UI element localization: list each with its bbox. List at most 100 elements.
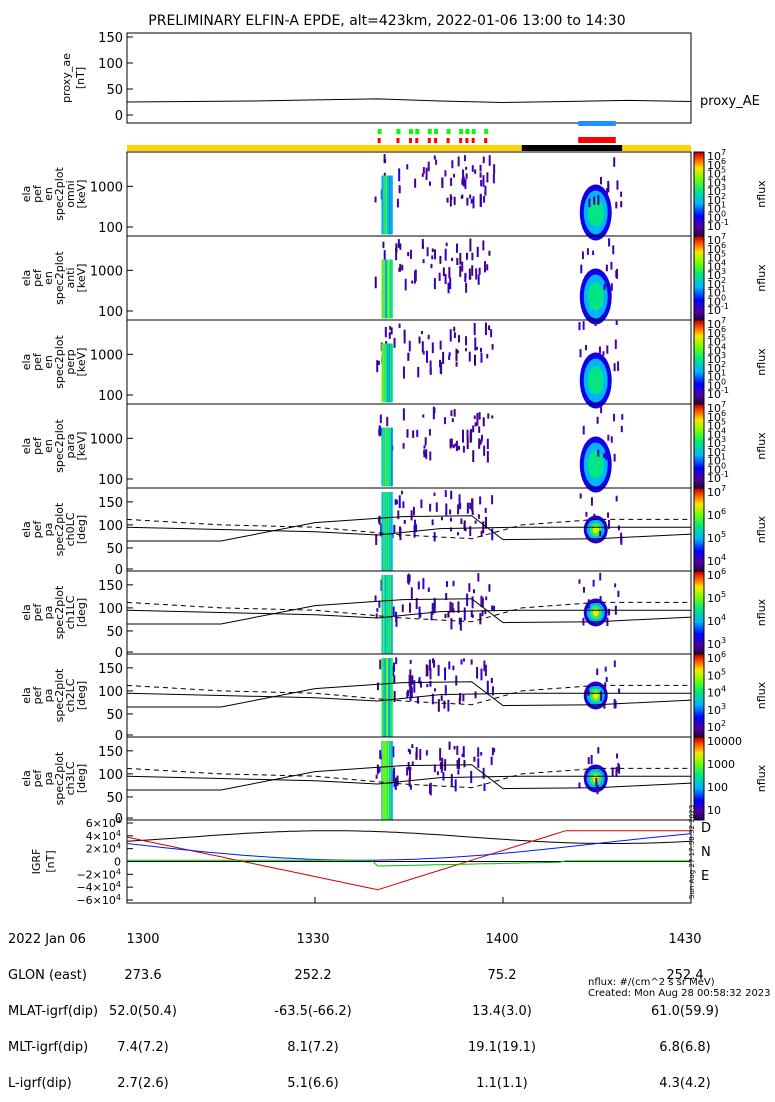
flux-speck [395, 657, 398, 665]
ylabel-line: pa [42, 606, 55, 620]
ylabel-line: proxy_ae [60, 53, 73, 103]
flux-speck [593, 196, 596, 205]
colorbar-cell [694, 292, 704, 296]
flux-speck [457, 757, 460, 770]
flux-speck [485, 596, 488, 601]
flux-speck [433, 688, 436, 692]
colorbar-cell [694, 701, 704, 705]
flux-speck [457, 601, 460, 613]
ytick-label: 4×104 [86, 829, 121, 843]
colorbar-cell [694, 512, 704, 516]
colorbar-cell [694, 753, 704, 757]
ylabel-line: [keV] [75, 264, 88, 293]
flux-speck [413, 680, 416, 693]
colorbar-cell [694, 705, 704, 709]
colorbar-cell [694, 645, 704, 649]
flux-speck [383, 250, 386, 263]
colorbar-cell [694, 606, 704, 609]
flux-speck [450, 177, 453, 186]
colorbar-cell [694, 166, 704, 170]
flux-speck [474, 169, 477, 174]
flux-speck [423, 445, 426, 449]
flux-speck [478, 267, 481, 275]
flux-speck [450, 490, 453, 500]
colorbar-tick-exponent: 4 [721, 613, 726, 622]
colorbar-cell [694, 387, 704, 390]
colorbar-cell [694, 500, 704, 504]
flux-speck [603, 453, 606, 458]
flux-speck [449, 194, 452, 207]
flux-speck [410, 687, 413, 698]
flux-speck [402, 501, 405, 509]
xaxis-date: 2022 Jan 06 [8, 932, 86, 947]
flux-speck [431, 248, 434, 253]
ylabel-line: ela [20, 604, 33, 621]
flux-speck [416, 429, 419, 438]
colorbar-tick-label: 105 [707, 530, 726, 545]
colorbar-cell [694, 334, 704, 338]
colorbar-tick-exponent: 7 [721, 484, 726, 493]
flux-speck [479, 347, 482, 353]
flux-speck [484, 507, 487, 513]
flux-speck [393, 675, 396, 684]
colorbar-cell [694, 311, 704, 315]
flux-speck [430, 611, 433, 621]
flux-speck [464, 274, 467, 283]
spectrogram-panel-1: 1000100elapefenspec2plotomni[keV]1071061… [20, 148, 768, 241]
colorbar-cell [694, 541, 704, 545]
colorbar-tick-exponent: 5 [721, 166, 726, 175]
flux-speck [582, 425, 585, 435]
mlt-value: 7.4(7.2) [117, 1040, 169, 1055]
ylabel-line: pef [31, 268, 44, 287]
colorbar-cell [694, 242, 704, 245]
colorbar-cell [694, 552, 704, 555]
colorbar-cell [694, 699, 704, 703]
colorbar-cell [694, 573, 704, 576]
colorbar-cell [694, 562, 704, 566]
colorbar-cell [694, 336, 704, 340]
colorbar-cell [694, 181, 704, 184]
colorbar-cell [694, 156, 704, 159]
colorbar-cell [694, 200, 704, 203]
flux-speck [470, 610, 473, 618]
colorbar-cell [694, 366, 704, 369]
flux-speck [444, 685, 447, 696]
flux-speck [456, 759, 459, 764]
colorbar-cell [694, 393, 704, 397]
flux-speck [442, 351, 445, 364]
colorbar-cell [694, 273, 704, 277]
flux-speck [449, 527, 452, 532]
colorbar-label: nflux [755, 432, 768, 460]
colorbar-tick-exponent: 5 [721, 667, 726, 676]
colorbar-tick-exponent: 1 [721, 285, 726, 294]
flux-speck [450, 618, 453, 630]
flux-speck [384, 159, 387, 163]
flux-column [391, 427, 393, 487]
marker-red [409, 138, 412, 143]
ytick-label: 50 [106, 542, 123, 557]
colorbar-cell [694, 745, 704, 748]
igrf-d-line [126, 830, 691, 891]
colorbar-cell [694, 294, 704, 298]
flux-speck [442, 772, 445, 781]
ylabel-line: omni [64, 180, 77, 207]
colorbar-cell [694, 401, 704, 405]
ytick-exponent: 4 [116, 893, 121, 902]
flux-speck [450, 517, 453, 522]
colorbar-cell [694, 219, 704, 222]
mlat-value: -63.5(-66.2) [274, 1004, 352, 1019]
colorbar-cell [694, 716, 704, 719]
marker-red [377, 138, 381, 143]
colorbar-tick-exponent: 3 [721, 636, 726, 645]
ylabel-line: en [42, 187, 55, 201]
colorbar-cell [694, 328, 704, 331]
colorbar-cell [694, 664, 704, 667]
colorbar-tick-label: 104 [707, 613, 726, 628]
colorbar-cell [694, 730, 704, 734]
colorbar-cell [694, 345, 704, 348]
colorbar-cell [694, 338, 704, 342]
flux-speck [478, 426, 481, 433]
flux-speck [426, 247, 429, 257]
colorbar-cell [694, 761, 704, 765]
flux-speck [418, 336, 421, 344]
